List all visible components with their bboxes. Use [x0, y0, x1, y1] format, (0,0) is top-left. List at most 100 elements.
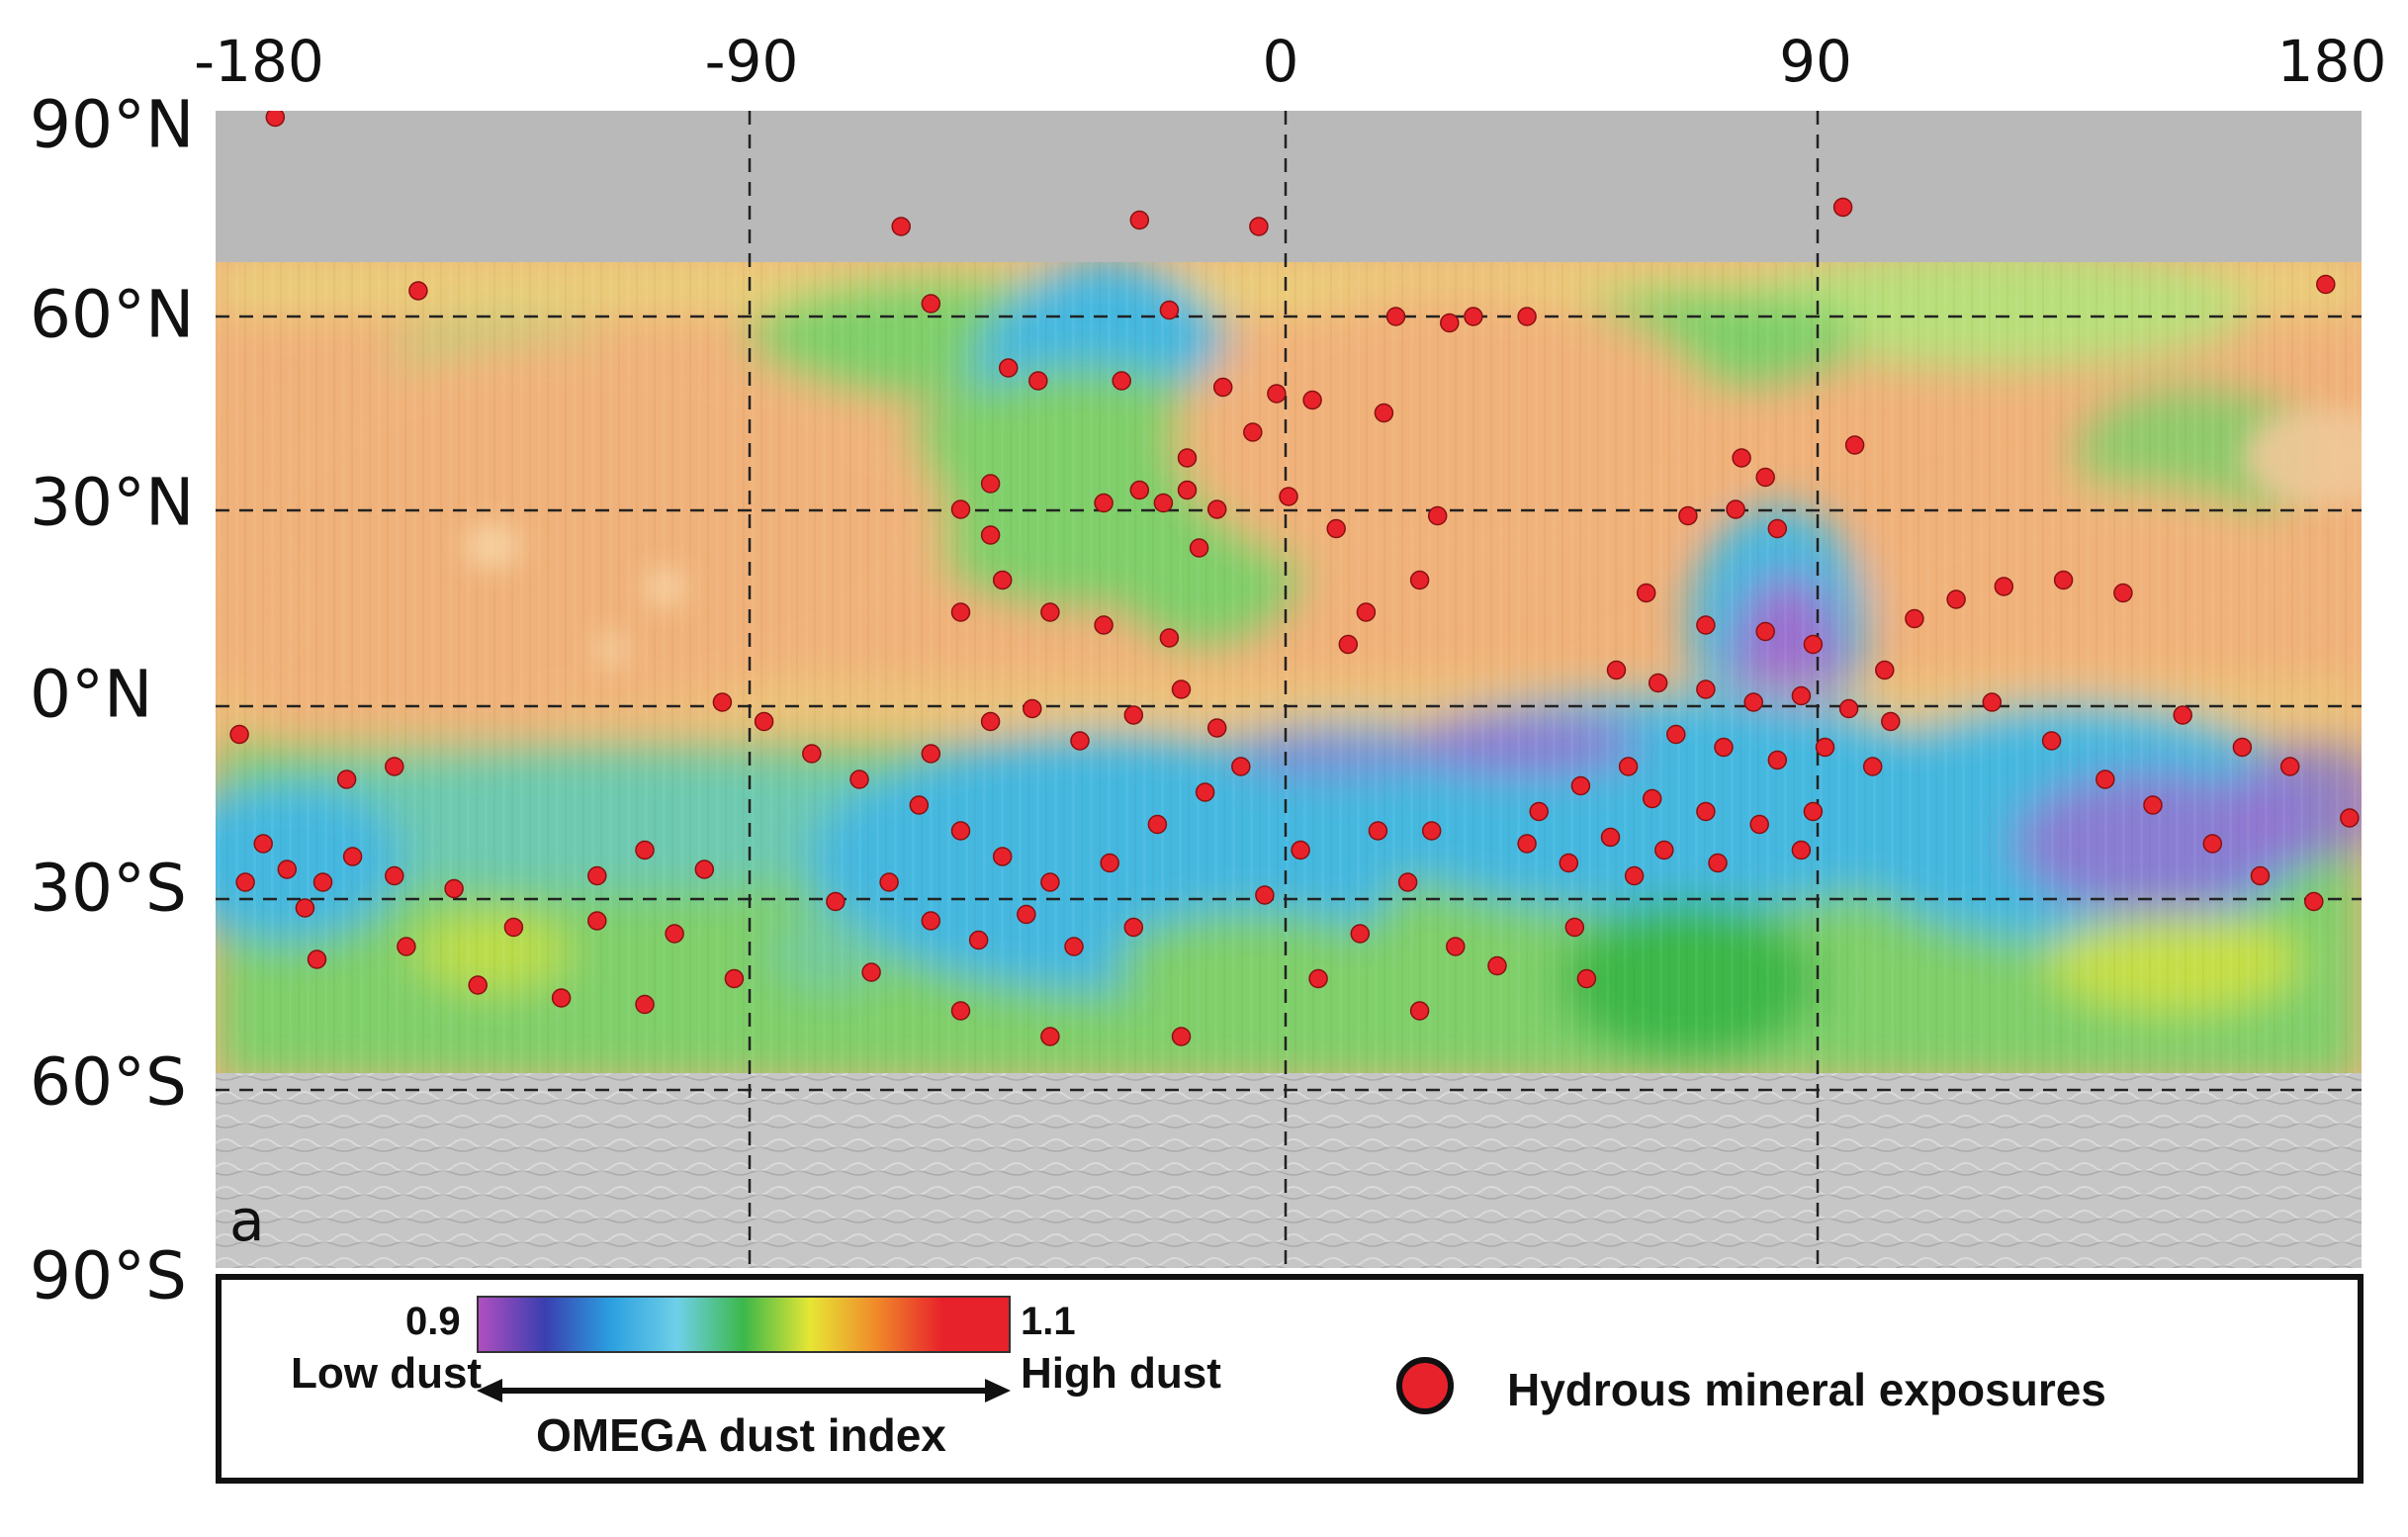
legend: 0.9 1.1 Low dust High dust OMEGA dust in…: [216, 1274, 2363, 1484]
hydrous-exposure-point: [2041, 731, 2062, 751]
hydrous-exposure-point: [2316, 274, 2336, 295]
lat-tick-label: 90°S: [30, 1237, 187, 1314]
hydrous-exposure-point: [1177, 448, 1198, 468]
hydrous-exposure-point: [694, 859, 715, 879]
hydrous-exposure-point: [1177, 480, 1198, 500]
hydrous-exposure-point: [1255, 885, 1275, 905]
lon-tick-label: 90: [1779, 28, 1852, 95]
hydrous-exposure-point: [921, 911, 941, 931]
hydrous-exposure-point: [1267, 384, 1287, 404]
hydrous-exposure-point: [950, 602, 971, 622]
hydrous-exposure-point: [909, 795, 930, 815]
hydrous-exposure-point: [1678, 505, 1698, 526]
hydrous-exposure-point: [1994, 577, 2014, 596]
dust-index-colorbar: [477, 1296, 1011, 1353]
hydrous-exposure-point: [385, 865, 404, 886]
hydrous-exposure-point: [1446, 937, 1466, 956]
hydrous-exposure-point: [2304, 891, 2324, 912]
low-dust-label: Low dust: [291, 1349, 483, 1398]
hydrous-exposure-point: [397, 937, 416, 956]
graticule: [216, 111, 2362, 1268]
hydrous-exposure-point: [1666, 724, 1686, 745]
hydrous-exposure-point: [2113, 583, 2133, 603]
hydrous-exposure-point: [1206, 499, 1227, 519]
hydrous-exposure-point: [1094, 493, 1114, 513]
hydrous-exposure-point: [1123, 917, 1144, 938]
hydrous-exposure-point: [1023, 698, 1042, 719]
north-polar-no-data: [216, 111, 2362, 265]
lat-tick-label: 60°S: [30, 1043, 187, 1121]
dust-index-layer: [216, 262, 2362, 1073]
hydrous-exposure-point: [1028, 371, 1048, 391]
hydrous-exposure-point: [1171, 1027, 1192, 1046]
hydrous-exposure-point: [408, 281, 428, 301]
hydrous-exposure-point: [1743, 692, 1763, 712]
hydrous-exposure-point: [1600, 827, 1621, 848]
hydrous-exposure-point: [754, 711, 774, 732]
hydrous-exposure-point: [229, 724, 249, 745]
hydrous-exposure-point: [879, 872, 899, 892]
hydrous-exposure-point: [1803, 801, 1824, 822]
hydrous-exposure-point: [1564, 917, 1585, 938]
hydrous-exposure-point: [1094, 615, 1114, 635]
high-dust-label: High dust: [1021, 1349, 1221, 1398]
hydrous-exposure-point: [992, 570, 1013, 590]
hydrous-exposure-point: [1326, 518, 1346, 539]
hydrous-exposure-point: [1040, 1027, 1060, 1046]
colorbar-max-label: 1.1: [1021, 1300, 1076, 1343]
hydrous-exposure-point: [1440, 313, 1460, 333]
hydrous-exposure-point: [1517, 307, 1537, 326]
hydrous-exposure-point: [1195, 782, 1215, 802]
hydrous-exposure-point: [1064, 937, 1084, 956]
hydrous-exposure-point: [1464, 307, 1483, 326]
hydrous-exposure-point: [1803, 634, 1824, 655]
hydrous-exposure-point: [1726, 499, 1745, 519]
hydrous-exposure-point: [1791, 685, 1812, 706]
hydrous-exposure-point: [1147, 814, 1168, 835]
hydrous-exposure-point: [1374, 403, 1394, 423]
lon-tick-label: 0: [1262, 28, 1299, 95]
hydrous-exposure-point: [235, 872, 255, 892]
hydrous-exposure-point: [1982, 692, 2003, 712]
hydrous-exposure-point: [950, 1001, 971, 1021]
hydrous-exposure-point: [1696, 801, 1716, 822]
hydrous-exposure-point: [551, 988, 572, 1008]
colorbar-min-label: 0.9: [405, 1300, 461, 1343]
hydrous-exposure-point: [802, 744, 822, 764]
hydrous-exposure-point: [2232, 737, 2253, 758]
dust-range-arrow: [477, 1379, 1011, 1402]
hydrous-exposure-point: [1791, 840, 1812, 860]
hydrous-exposure-point: [980, 711, 1001, 732]
lat-tick-label: 60°N: [30, 276, 195, 353]
lat-tick-label: 30°N: [30, 464, 195, 541]
hydrous-exposure-point: [1397, 872, 1418, 892]
hydrous-exposure-point: [635, 840, 655, 860]
hydrous-exposure-point: [1129, 480, 1150, 500]
hydrous-exposure-point: [295, 898, 315, 918]
hydrous-exposure-point: [998, 358, 1019, 378]
lon-tick-label: -180: [194, 28, 324, 95]
hydrous-exposure-point: [1832, 197, 1853, 218]
hydrous-exposure-point: [1308, 968, 1328, 989]
hydrous-exposure-point: [1844, 435, 1865, 455]
hydrous-exposure-point: [1576, 968, 1597, 989]
hydrous-exposure-point: [1755, 467, 1775, 488]
hydrous-exposure-point: [861, 962, 881, 982]
hydrous-exposure-point: [1714, 737, 1734, 758]
hydrous-exposure-point: [1427, 505, 1448, 526]
hydrous-exposure-point: [385, 757, 404, 776]
hydrous-exposure-point: [1279, 487, 1298, 506]
hydrous-exposure-point: [950, 499, 971, 519]
hydrous-exposure-point: [1112, 371, 1131, 391]
hydrous-exposure-point: [503, 917, 524, 938]
hydrous-exposure-point: [336, 769, 357, 789]
hydrous-exposure-point: [1905, 608, 1924, 629]
hydrous-exposure-point: [1529, 801, 1549, 822]
hydrous-exposure-point: [1749, 814, 1769, 835]
hydrous-exposure-point: [950, 821, 971, 841]
hydrous-exposure-point: [2096, 769, 2115, 789]
hydrous-exposure-point: [1070, 731, 1090, 751]
dust-index-map: [216, 111, 2362, 1268]
hydrous-exposure-point: [1708, 853, 1728, 873]
